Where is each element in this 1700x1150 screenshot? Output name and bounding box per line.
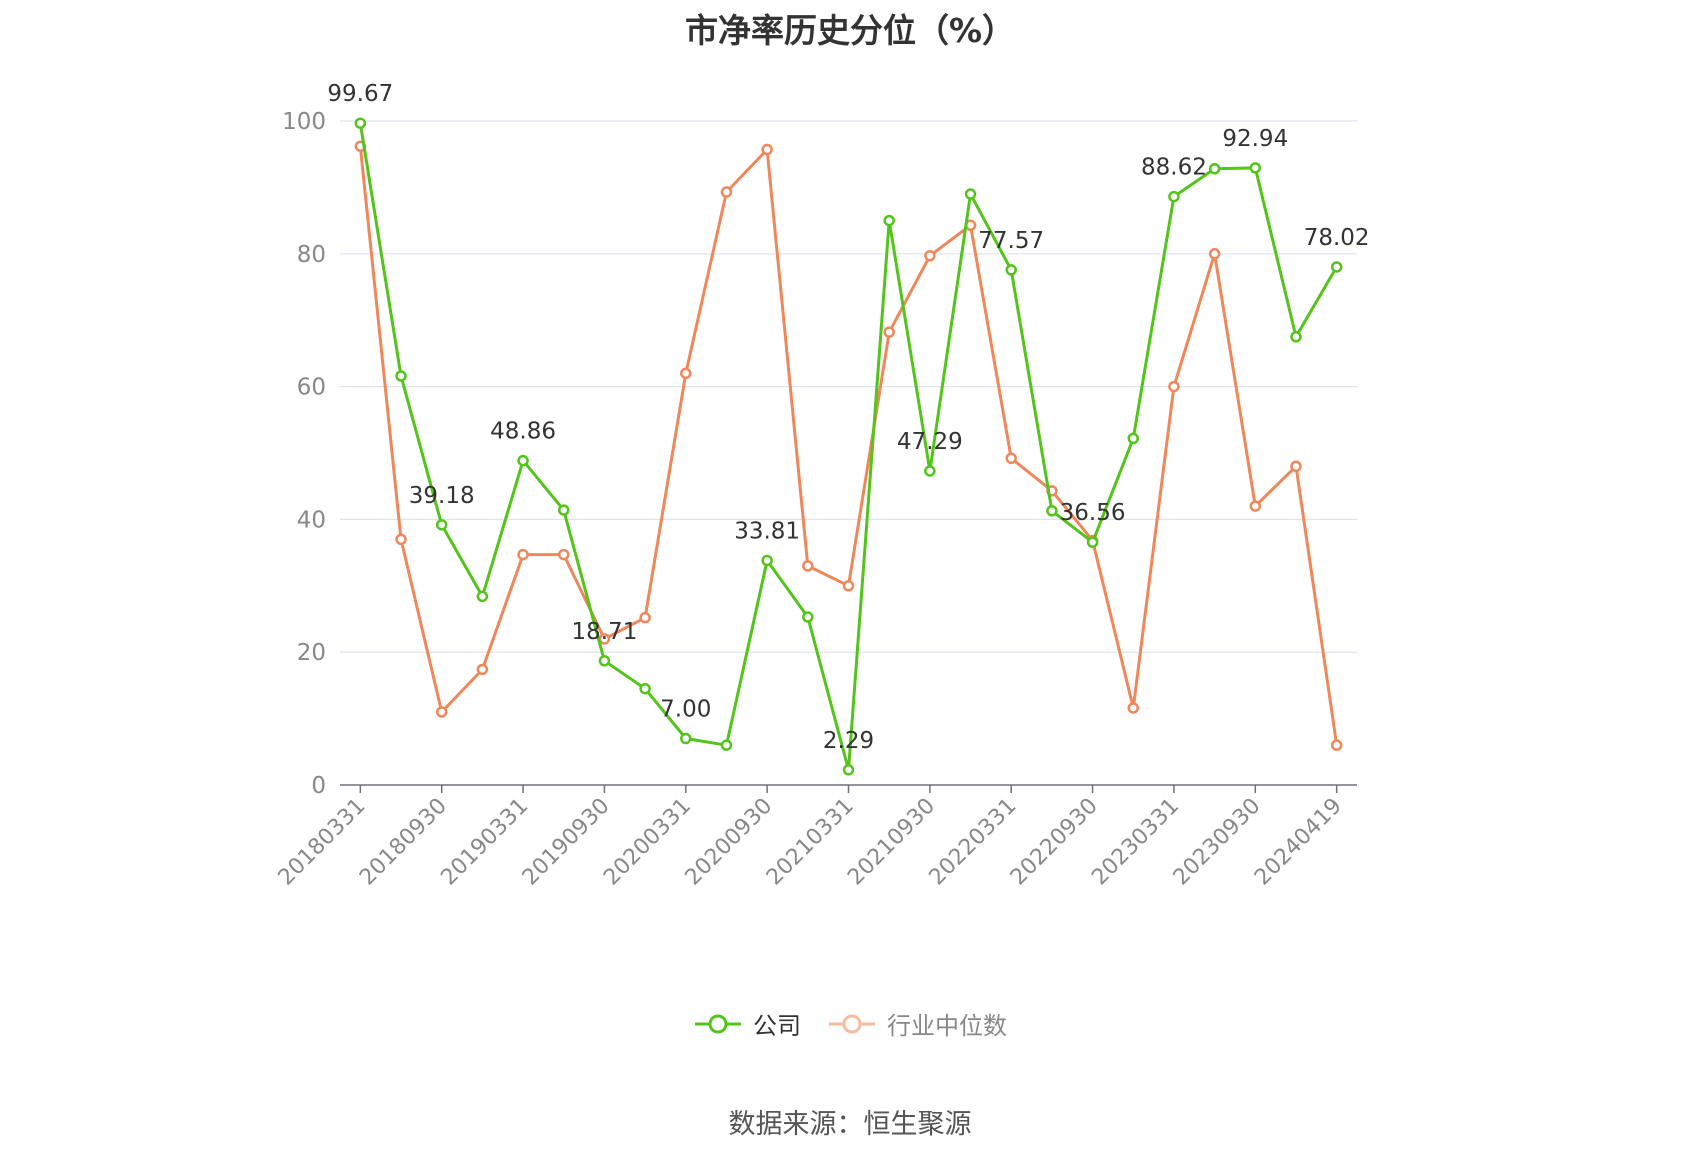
data-point-series-0 bbox=[1046, 505, 1058, 517]
chart-title: 市净率历史分位（%） bbox=[684, 11, 1016, 50]
x-tick-label: 20180930 bbox=[355, 794, 452, 891]
data-point-series-1 bbox=[517, 548, 529, 561]
series-line-0 bbox=[358, 122, 1338, 772]
data-point-series-1 bbox=[1127, 702, 1140, 714]
x-tick-label: 20230930 bbox=[1169, 794, 1266, 891]
data-label: 92.94 bbox=[1222, 126, 1288, 152]
data-point-series-1 bbox=[639, 611, 651, 624]
data-point-series-1 bbox=[761, 143, 773, 156]
y-tick-label: 0 bbox=[311, 773, 326, 799]
data-point-series-0 bbox=[1330, 261, 1343, 273]
data-point-series-0 bbox=[883, 214, 895, 227]
x-tick-label: 20200331 bbox=[599, 794, 696, 891]
y-tick-label: 80 bbox=[297, 242, 326, 268]
data-label: 99.67 bbox=[327, 81, 393, 107]
legend: 公司 行业中位数 bbox=[0, 1006, 1700, 1041]
x-tick-label: 20240419 bbox=[1250, 794, 1347, 891]
data-label: 2.29 bbox=[823, 728, 874, 754]
data-point-series-1 bbox=[476, 663, 489, 676]
series-layer bbox=[354, 117, 1343, 776]
data-point-series-1 bbox=[680, 367, 692, 380]
x-tick-label: 20180331 bbox=[274, 794, 371, 891]
data-point-series-1 bbox=[1005, 452, 1017, 465]
data-label: 36.56 bbox=[1060, 500, 1126, 526]
x-tick-label: 20220930 bbox=[1006, 794, 1103, 891]
data-label: 7.00 bbox=[660, 697, 711, 723]
data-point-series-0 bbox=[1168, 190, 1180, 203]
source-note: 数据来源：恒生聚源 bbox=[728, 1109, 972, 1140]
data-point-series-0 bbox=[1127, 432, 1140, 445]
legend-item-company[interactable]: 公司 bbox=[693, 1006, 801, 1041]
data-point-series-0 bbox=[761, 554, 773, 567]
data-point-series-0 bbox=[1249, 162, 1262, 174]
x-tick-label: 20230331 bbox=[1087, 794, 1184, 891]
data-point-series-1 bbox=[1330, 739, 1343, 751]
series-line-1 bbox=[358, 146, 1339, 746]
data-label: 88.62 bbox=[1141, 155, 1207, 181]
data-point-series-1 bbox=[395, 533, 407, 546]
data-point-series-1 bbox=[435, 706, 448, 718]
x-tick-label: 20220331 bbox=[925, 794, 1022, 891]
data-point-series-0 bbox=[1208, 163, 1221, 175]
legend-label-company: 公司 bbox=[753, 1012, 801, 1040]
x-tick-label: 20190331 bbox=[436, 794, 533, 891]
data-point-series-0 bbox=[476, 590, 489, 603]
data-label: 47.29 bbox=[897, 429, 963, 455]
legend-label-industry-median: 行业中位数 bbox=[887, 1012, 1007, 1040]
y-tick-label: 20 bbox=[297, 640, 326, 666]
data-point-series-0 bbox=[1086, 536, 1099, 548]
data-point-series-0 bbox=[802, 611, 814, 623]
legend-item-industry-median[interactable]: 行业中位数 bbox=[827, 1006, 1007, 1041]
data-point-series-0 bbox=[924, 465, 936, 477]
data-point-series-0 bbox=[435, 519, 448, 531]
x-tick-label: 20210331 bbox=[762, 794, 859, 891]
data-point-series-0 bbox=[1005, 264, 1017, 276]
legend-marker-industry-median-icon bbox=[829, 1014, 875, 1033]
data-point-series-1 bbox=[883, 326, 895, 338]
data-point-series-0 bbox=[395, 370, 407, 382]
data-label: 39.18 bbox=[409, 483, 475, 509]
data-label: 48.86 bbox=[490, 419, 556, 445]
x-tick-label: 20200930 bbox=[681, 794, 778, 891]
data-point-series-0 bbox=[720, 739, 733, 751]
legend-marker-company-icon bbox=[695, 1014, 741, 1033]
data-label: 18.71 bbox=[571, 619, 637, 645]
label-layer: 99.67 39.18 48.86 18.71 7.00 33.81 2.29 47.29 77… bbox=[327, 81, 1369, 754]
data-point-series-0 bbox=[964, 188, 977, 200]
data-point-series-1 bbox=[557, 548, 570, 561]
data-point-series-1 bbox=[1168, 380, 1180, 393]
data-point-series-0 bbox=[680, 732, 692, 745]
data-point-series-1 bbox=[1290, 460, 1302, 473]
grid-layer bbox=[340, 120, 1357, 653]
data-label: 33.81 bbox=[734, 519, 800, 545]
data-point-series-0 bbox=[639, 682, 651, 695]
data-point-series-0 bbox=[354, 117, 367, 129]
data-point-series-0 bbox=[1290, 331, 1302, 343]
y-tick-label: 100 bbox=[282, 109, 326, 135]
data-point-series-1 bbox=[802, 560, 814, 572]
data-point-series-1 bbox=[1249, 500, 1262, 512]
y-tick-label: 40 bbox=[297, 507, 326, 533]
data-label: 78.02 bbox=[1304, 225, 1370, 251]
data-point-series-1 bbox=[1208, 248, 1221, 260]
data-point-series-0 bbox=[842, 764, 855, 776]
data-point-series-1 bbox=[842, 580, 855, 592]
data-point-series-0 bbox=[557, 504, 570, 516]
data-point-series-0 bbox=[598, 655, 611, 667]
data-point-series-0 bbox=[517, 454, 529, 467]
y-tick-label: 60 bbox=[297, 375, 326, 401]
data-label: 77.57 bbox=[978, 228, 1044, 254]
data-point-series-1 bbox=[720, 186, 733, 198]
data-point-series-1 bbox=[924, 250, 936, 262]
x-tick-label: 20190930 bbox=[518, 794, 615, 891]
x-tick-label: 20210930 bbox=[843, 794, 940, 891]
